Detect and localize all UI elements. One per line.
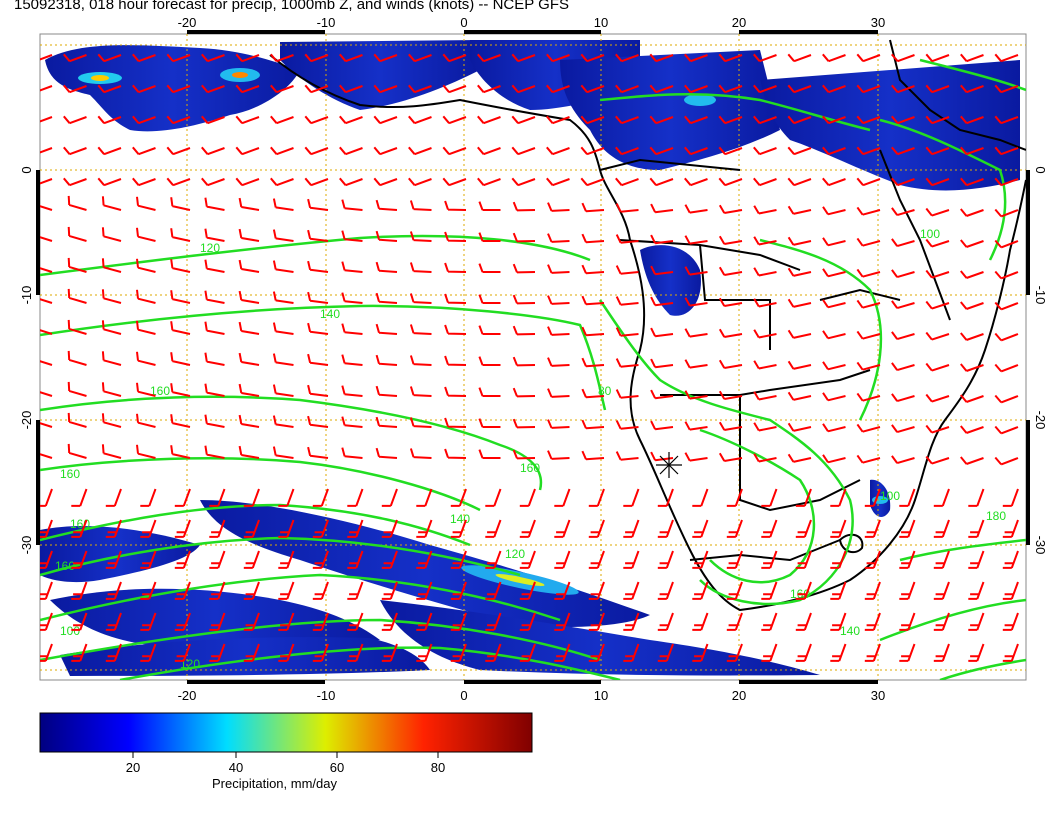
lon-label: 10 — [594, 688, 608, 703]
contour-label: 100 — [880, 489, 900, 503]
height-contours — [40, 58, 1026, 680]
contour-label: 140 — [840, 624, 860, 638]
coastlines — [269, 39, 1026, 612]
lon-label: -10 — [317, 688, 336, 703]
lon-label: -10 — [317, 15, 336, 30]
lon-labels-top: -20 -10 0 10 20 30 — [178, 15, 886, 30]
lon-label: 0 — [460, 15, 467, 30]
lat-label: 0 — [19, 166, 34, 173]
lat-label: -30 — [1033, 536, 1048, 555]
lon-label: -20 — [178, 15, 197, 30]
frame-ticks — [36, 30, 1030, 684]
contour-label: 160 — [70, 517, 90, 531]
contour-label: 120 — [200, 241, 220, 255]
lat-labels-right: 0 -10 -20 -30 — [1033, 166, 1048, 554]
station-marker — [656, 452, 682, 478]
lat-label: -30 — [19, 536, 34, 555]
contour-label: 100 — [60, 624, 80, 638]
contour-label: 120 — [505, 547, 525, 561]
lon-label: 0 — [460, 688, 467, 703]
colorbar-tick: 40 — [229, 760, 243, 775]
contour-label: 80 — [598, 384, 612, 398]
precip-hotspots — [78, 68, 888, 595]
lat-label: -10 — [19, 286, 34, 305]
wind-barb-field — [40, 53, 1019, 662]
contour-label: 140 — [450, 512, 470, 526]
colorbar-ramp — [39, 712, 533, 753]
contour-label: 160 — [60, 467, 80, 481]
lat-label: -20 — [1033, 411, 1048, 430]
lon-label: 20 — [732, 688, 746, 703]
lon-label: 30 — [871, 688, 885, 703]
colorbar-tick: 80 — [431, 760, 445, 775]
contour-label: 120 — [180, 657, 200, 671]
contour-label: 100 — [920, 227, 940, 241]
lat-label: 0 — [1033, 166, 1048, 173]
lon-label: 10 — [594, 15, 608, 30]
lon-label: -20 — [178, 688, 197, 703]
colorbar-tick: 60 — [330, 760, 344, 775]
wind-barbs — [40, 53, 1019, 662]
contour-label: 140 — [320, 307, 340, 321]
lat-labels-left: 0 -10 -20 -30 — [19, 166, 34, 554]
lon-labels-bottom: -20 -10 0 10 20 30 — [178, 688, 886, 703]
map-title: 15092318, 018 hour forecast for precip, … — [14, 0, 569, 13]
colorbar-label: Precipitation, mm/day — [212, 776, 337, 791]
lon-label: 30 — [871, 15, 885, 30]
colorbar-tick: 20 — [126, 760, 140, 775]
lon-label: 20 — [732, 15, 746, 30]
colorbar: 20 40 60 80 — [39, 712, 533, 775]
contour-label: 160 — [150, 384, 170, 398]
contour-label: 160 — [55, 559, 75, 573]
lat-label: -20 — [19, 411, 34, 430]
contour-labels: 120 140 160 160 160 160 160 140 120 100 … — [55, 227, 1006, 671]
contour-label: 180 — [986, 509, 1006, 523]
contour-label: 160 — [520, 461, 540, 475]
lat-label: -10 — [1033, 286, 1048, 305]
